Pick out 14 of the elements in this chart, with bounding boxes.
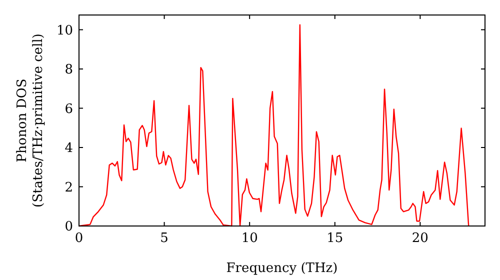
x-axis-title: Frequency (THz) [226, 261, 338, 276]
x-tick-label: 5 [160, 231, 168, 246]
x-tick-label: 20 [412, 231, 428, 246]
x-tick-label: 10 [241, 231, 258, 246]
line-series [78, 24, 470, 227]
y-tick-label: 2 [64, 180, 73, 196]
y-tick-label: 0 [64, 220, 73, 235]
x-tick-label: 15 [326, 231, 344, 246]
y-axis-title: Phonon DOS (States/THz·primitive cell) [15, 33, 46, 208]
y-tick-label: 6 [64, 102, 73, 117]
y-tick-label: 8 [64, 62, 73, 78]
y-tick-label: 10 [56, 23, 73, 38]
x-tick-label: 0 [74, 231, 84, 246]
y-tick-label: 4 [64, 141, 73, 156]
